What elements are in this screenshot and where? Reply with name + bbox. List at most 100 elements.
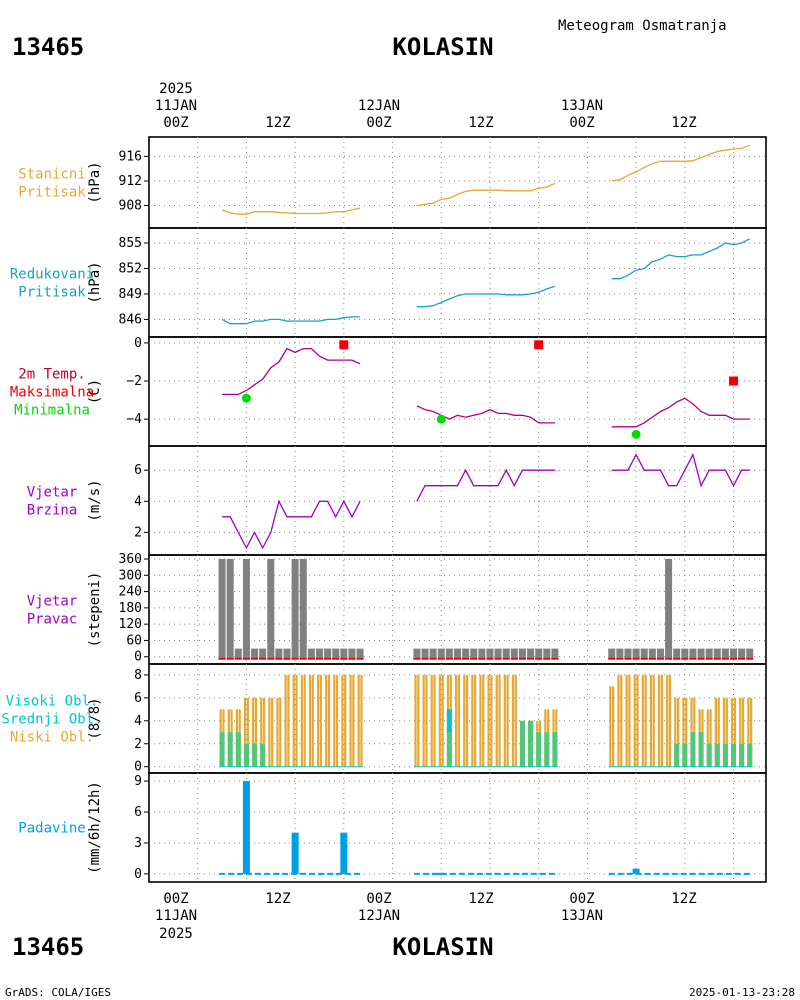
hour-label-top-1: 00Z [163, 115, 188, 131]
cloud-low-bar [717, 697, 720, 767]
cloud-low-bar [336, 674, 339, 767]
y-tick-label: 6 [134, 463, 142, 478]
cloud-mid-bar [219, 732, 225, 767]
cloud-low-bar [714, 697, 717, 767]
wind-direction-bar [738, 648, 746, 660]
cloud-low-bar [487, 674, 490, 767]
hour-label-bottom-2: 12Z [265, 891, 290, 907]
cloud-mid-bar [544, 732, 550, 767]
hour-label-top-2: 12Z [265, 115, 290, 131]
panel-title-line: Pravac [27, 612, 78, 628]
cloud-low-bar [617, 674, 620, 767]
wind-direction-bar [234, 648, 242, 660]
y-tick-label: 8 [134, 668, 142, 683]
panel-4: 2 4 6 (m/s) Vjetar Brzina [27, 445, 767, 556]
cloud-mid-bar [536, 732, 542, 767]
series-line [611, 452, 750, 488]
cloud-low-bar [506, 674, 509, 767]
wind-direction-bar [494, 648, 502, 660]
wind-direction-bar [665, 559, 673, 660]
y-tick-label: 0 [134, 336, 142, 351]
cloud-low-bar [455, 674, 458, 767]
y-tick-label: 846 [119, 312, 142, 327]
wind-direction-bar [527, 648, 535, 660]
wind-direction-bar [454, 648, 461, 660]
cloud-low-bar [441, 674, 444, 767]
cloud-low-bar [649, 674, 653, 767]
wind-direction-bar [462, 648, 470, 660]
y-axis-label: (m/s) [87, 479, 103, 521]
panel-1: 908 912 916 (hPa)Stanicni Pritisak [18, 136, 767, 229]
wind-direction-bar [502, 648, 510, 660]
cloud-low-bar [308, 674, 312, 767]
cloud-low-bar [422, 674, 425, 767]
cloud-low-bar [490, 674, 493, 767]
cloud-low-bar [276, 697, 279, 767]
cloud-low-bar [438, 674, 441, 767]
panel-3: −4 −2 0 (C)2m Temp. Maksimalna Minimalna [10, 336, 767, 447]
wind-direction-bar [713, 648, 721, 660]
cloud-low-bar [620, 674, 623, 767]
wind-direction-bar [681, 648, 689, 660]
precip-bar [632, 868, 640, 874]
series-line [221, 316, 361, 325]
series-line [611, 144, 751, 182]
wind-direction-bar [543, 648, 551, 660]
cloud-low-bar [260, 697, 263, 767]
y-tick-label: 0 [134, 760, 142, 775]
wind-direction-bar [673, 648, 681, 660]
cloud-mid-bar [674, 743, 680, 767]
panel-title-line: Vjetar [27, 594, 78, 610]
cloud-mid-bar [747, 743, 753, 767]
wind-direction-bar [705, 648, 713, 660]
y-axis-label: (stepeni) [87, 572, 103, 648]
y-tick-label: 2 [134, 737, 142, 752]
station-id-bottom: 13465 [12, 933, 84, 961]
hour-label-top-5: 00Z [569, 115, 594, 131]
day-label-top-3: 13JAN [561, 98, 603, 114]
series-line [611, 397, 750, 428]
cloud-mid-bar [528, 720, 534, 767]
panel-2: 846 849 852 855 (hPa)Redukovani Pritisak [10, 227, 767, 338]
cloud-low-bar [644, 674, 647, 767]
wind-direction-bar [697, 648, 705, 660]
series-line [416, 405, 555, 424]
wind-direction-bar [445, 648, 453, 660]
max-temp-marker [534, 340, 544, 350]
cloud-low-bar [254, 697, 258, 767]
panels: 908912916(hPa)StanicniPritisak8468498528… [1, 136, 767, 883]
cloud-low-bar [465, 674, 469, 767]
cloud-low-bar [311, 674, 314, 767]
panel-title-line: Pritisak [18, 185, 86, 201]
wind-direction-bar [226, 559, 234, 660]
cloud-low-bar [750, 697, 753, 767]
cloud-mid-bar [698, 732, 704, 767]
panel-frame [148, 554, 767, 665]
series-line [222, 499, 361, 550]
hour-label-top-3: 00Z [366, 115, 391, 131]
cloud-low-bar [628, 674, 631, 767]
cloud-low-bar [279, 697, 282, 767]
hour-label-bottom-4: 12Z [468, 891, 493, 907]
panel-title-line: Maksimalna [10, 385, 94, 401]
panel-title-line: Visoki Obl. [6, 694, 99, 710]
cloud-low-bar [425, 674, 428, 767]
wind-direction-bar [275, 648, 283, 660]
y-tick-label: 4 [134, 714, 142, 729]
series-line [416, 468, 555, 502]
year-label-bottom: 2025 [159, 926, 193, 942]
cloud-low-bar [722, 697, 726, 767]
y-tick-label: 852 [119, 261, 142, 276]
wind-direction-bar [332, 648, 340, 660]
panel-title-line: Srednji Obl. [1, 712, 102, 728]
precip-bar [340, 832, 348, 874]
cloud-low-bar [633, 674, 636, 767]
precip-bar [242, 781, 250, 874]
cloud-low-bar [503, 674, 506, 767]
hour-label-bottom-6: 12Z [671, 891, 696, 907]
wind-direction-bar [437, 648, 445, 660]
panel-title-line: 2m Temp. [18, 367, 85, 383]
panel-title-line: Pritisak [18, 285, 86, 301]
